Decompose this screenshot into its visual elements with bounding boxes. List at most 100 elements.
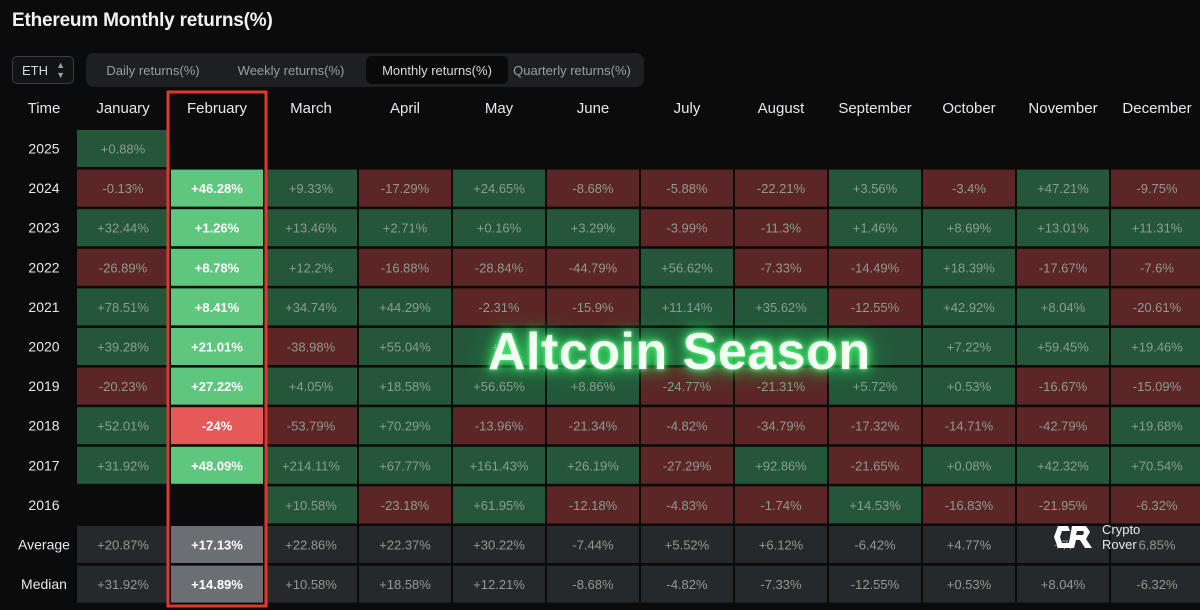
cell-value: +22.86% — [285, 538, 337, 553]
cell-2017-march — [265, 446, 357, 484]
cell-2022-may — [453, 248, 545, 286]
cell-2022-april — [359, 248, 451, 286]
cell-value: +34.74% — [285, 300, 337, 315]
cell-value: +78.51% — [97, 300, 149, 315]
cell-2024-march — [265, 169, 357, 207]
row-label-2024: 2024 — [28, 180, 59, 196]
cell-value: -8.68% — [572, 577, 614, 592]
cell-value: -5.88% — [666, 181, 708, 196]
cell-2023-december — [1111, 209, 1200, 247]
cell-value: -44.79% — [569, 260, 618, 275]
cell-2023-february — [171, 209, 263, 247]
cell-2018-march — [265, 407, 357, 445]
cell-value: -7.33% — [760, 577, 802, 592]
cell-value: +0.53% — [947, 379, 992, 394]
cell-value: +8.41% — [195, 300, 240, 315]
cell-2017-july — [641, 446, 733, 484]
cell-2016-may — [453, 486, 545, 524]
cell-value: +2.71% — [383, 221, 428, 236]
cell-value: +161.43% — [470, 458, 529, 473]
cell-value: +13.01% — [1037, 221, 1089, 236]
row-label-2021: 2021 — [28, 299, 59, 315]
cell-value: +67.77% — [379, 458, 431, 473]
cell-value: +35.62% — [755, 300, 807, 315]
cell-value: +5.72% — [853, 379, 898, 394]
cell-2019-may — [453, 367, 545, 405]
cell-value: +8.69% — [947, 221, 992, 236]
cell-2020-july — [641, 328, 733, 365]
cell-2024-february — [171, 169, 263, 207]
cell-value: +10.58% — [285, 577, 337, 592]
cell-value: +18.39% — [943, 260, 995, 275]
column-header-january: January — [96, 100, 150, 117]
cell-2023-march — [265, 209, 357, 247]
cell-2021-april — [359, 288, 451, 326]
row-label-2020: 2020 — [28, 339, 59, 355]
cell-2024-april — [359, 169, 451, 207]
cell-value: -6.32% — [1136, 498, 1178, 513]
cell-2020-september — [829, 328, 921, 365]
cell-value: +46.28% — [191, 181, 243, 196]
column-header-october: October — [942, 100, 995, 117]
cell-average-may — [453, 526, 545, 563]
cell-2016-june — [547, 486, 639, 524]
tab-weekly[interactable]: Weekly returns(%) — [237, 62, 345, 78]
brand-line-2: Rover — [1102, 537, 1137, 552]
cell-2022-october — [923, 248, 1015, 286]
cell-2017-october — [923, 446, 1015, 484]
cell-value: -17.32% — [851, 419, 900, 434]
cell-2023-june — [547, 209, 639, 247]
cell-2024-january — [77, 169, 169, 207]
cell-value: -17.67% — [1039, 260, 1088, 275]
cell-2019-september — [829, 367, 921, 405]
cell-2024-june — [547, 169, 639, 207]
cell-2024-december — [1111, 169, 1200, 207]
cell-2023-april — [359, 209, 451, 247]
cell-value: +0.16% — [477, 221, 522, 236]
column-header-april: April — [390, 100, 420, 117]
cell-value: +0.53% — [947, 577, 992, 592]
cell-value: +8.04% — [1041, 300, 1086, 315]
row-label-average: Average — [18, 537, 70, 553]
tab-quarterly[interactable]: Quarterly returns(%) — [513, 62, 631, 78]
row-label-median: Median — [21, 576, 67, 592]
cell-2024-november — [1017, 169, 1109, 207]
cell-2019-april — [359, 367, 451, 405]
cell-2019-november — [1017, 367, 1109, 405]
tab-daily[interactable]: Daily returns(%) — [106, 62, 200, 78]
cell-2022-june — [547, 248, 639, 286]
cell-value: -27.29% — [663, 458, 712, 473]
cell-value: -15.9% — [572, 300, 614, 315]
cell-2021-march — [265, 288, 357, 326]
cell-2021-december — [1111, 288, 1200, 326]
cell-2024-october — [923, 169, 1015, 207]
cell-2016-april — [359, 486, 451, 524]
cell-median-august — [735, 565, 827, 603]
tab-monthly[interactable]: Monthly returns(%) — [366, 56, 508, 84]
cell-2017-april — [359, 446, 451, 484]
cell-2019-march — [265, 367, 357, 405]
cell-2021-july — [641, 288, 733, 326]
cell-2018-december — [1111, 407, 1200, 445]
cell-2019-october — [923, 367, 1015, 405]
cell-2021-september — [829, 288, 921, 326]
cell-2021-june — [547, 288, 639, 326]
asset-select[interactable]: ETH ▲ ▼ — [12, 56, 74, 84]
cell-median-november — [1017, 565, 1109, 603]
column-header-november: November — [1028, 100, 1097, 117]
cell-value: -24% — [202, 419, 233, 434]
cell-value: +61.95% — [473, 498, 525, 513]
cell-average-june — [547, 526, 639, 563]
cell-2017-december — [1111, 446, 1200, 484]
cell-value: +19.46% — [1131, 340, 1183, 355]
cell-value: 6.85% — [1139, 538, 1176, 553]
row-label-2018: 2018 — [28, 418, 59, 434]
cell-value: +7.22% — [947, 340, 992, 355]
cell-value: +70.54% — [1131, 458, 1183, 473]
cell-2022-march — [265, 248, 357, 286]
cell-2020-april — [359, 328, 451, 365]
cell-value: +17.13% — [191, 538, 243, 553]
column-header-august: August — [758, 100, 806, 117]
cell-value: +70.29% — [379, 419, 431, 434]
